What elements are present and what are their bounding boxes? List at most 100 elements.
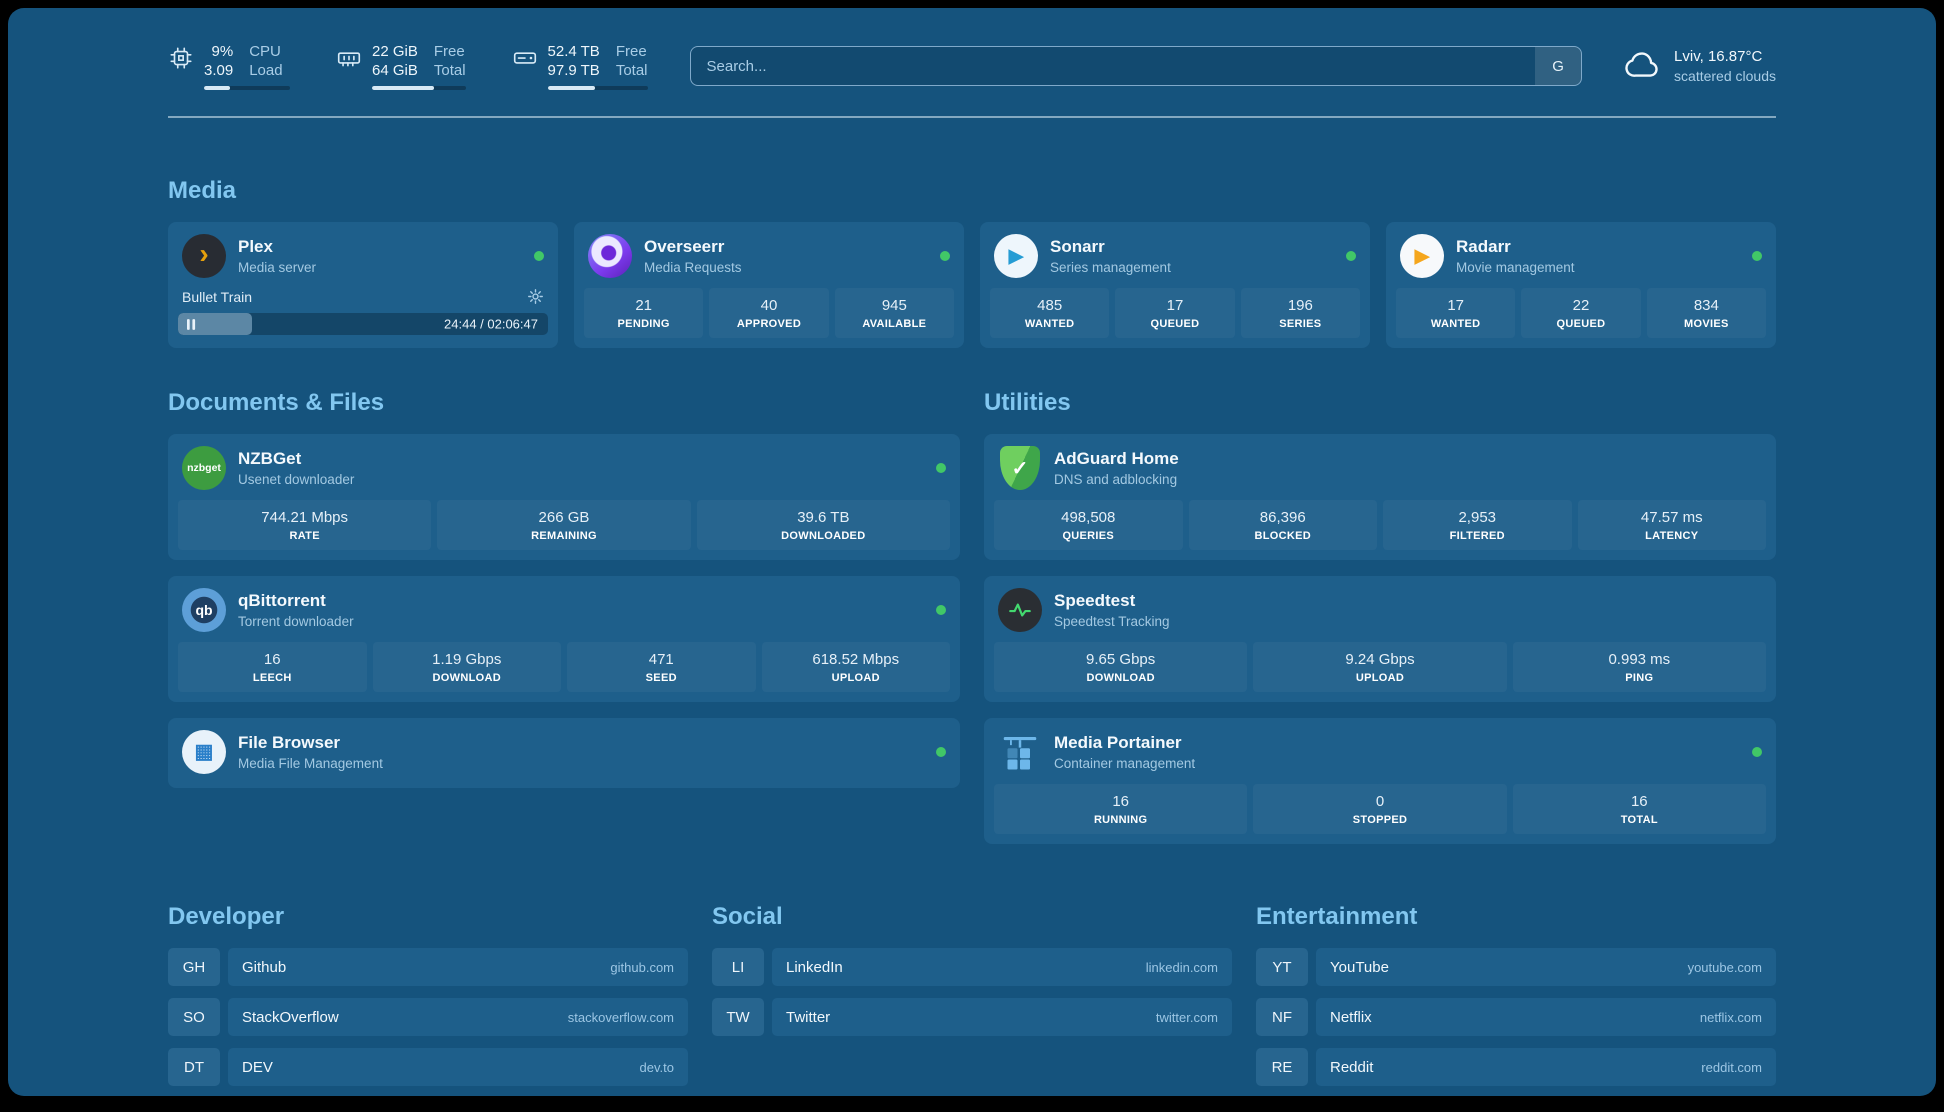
bookmark-name: Netflix bbox=[1330, 1008, 1372, 1026]
service-card-filebrowser[interactable]: ▦ File Browser Media File Management bbox=[168, 718, 960, 788]
bookmark-netflix[interactable]: NF Netflix netflix.com bbox=[1256, 998, 1776, 1036]
bookmark-abbr: RE bbox=[1256, 1048, 1308, 1086]
stat-value: 9.24 Gbps bbox=[1345, 651, 1415, 668]
search-input[interactable] bbox=[690, 47, 1536, 85]
section-title-media: Media bbox=[168, 177, 237, 204]
disk-total-label: Total bbox=[615, 62, 648, 79]
playback-time: 24:44 / 02:06:47 bbox=[444, 316, 538, 332]
service-name: Overseerr bbox=[644, 237, 725, 256]
section-title-developer: Developer bbox=[168, 903, 285, 930]
service-card-speedtest[interactable]: Speedtest Speedtest Tracking 9.65 Gbps DO… bbox=[984, 576, 1776, 702]
bookmark-name: LinkedIn bbox=[786, 958, 843, 976]
pause-icon[interactable] bbox=[187, 318, 196, 330]
status-dot bbox=[534, 251, 544, 261]
service-card-qbittorrent[interactable]: qb qBittorrent Torrent downloader 16 LEEC… bbox=[168, 576, 960, 702]
service-card-overseerr[interactable]: Overseerr Media Requests 21 PENDING 40 APP… bbox=[574, 222, 964, 348]
service-subtitle: Media server bbox=[238, 260, 317, 275]
memory-icon bbox=[336, 45, 362, 90]
cpu-progress-bar bbox=[204, 86, 290, 90]
stat-value: 22 bbox=[1572, 297, 1590, 314]
stat-box: 17 WANTED bbox=[1396, 288, 1516, 338]
bookmark-abbr: GH bbox=[168, 948, 220, 986]
stat-label: PENDING bbox=[617, 318, 670, 330]
service-subtitle: Media File Management bbox=[238, 756, 383, 771]
stat-value: 21 bbox=[635, 297, 652, 314]
stat-box: 86,396 BLOCKED bbox=[1188, 500, 1377, 550]
stat-box: 17 QUEUED bbox=[1115, 288, 1235, 338]
bookmark-twitter[interactable]: TW Twitter twitter.com bbox=[712, 998, 1232, 1036]
adguard-icon: ✓ bbox=[1000, 446, 1040, 490]
search-bar: G bbox=[689, 46, 1583, 86]
memory-widget: 22 GiB Free 64 GiB Total bbox=[336, 42, 466, 90]
stat-box: 39.6 TB DOWNLOADED bbox=[696, 500, 950, 550]
service-card-portainer[interactable]: Media Portainer Container management 16 R… bbox=[984, 718, 1776, 844]
stat-label: LEECH bbox=[252, 672, 292, 684]
bookmark-domain: youtube.com bbox=[1687, 959, 1762, 975]
stat-label: REMAINING bbox=[531, 530, 597, 542]
memory-total-value: 64 GiB bbox=[372, 62, 418, 79]
stat-label: RATE bbox=[289, 530, 320, 542]
bookmarks-developer: Developer GH Github github.com SO StackOv… bbox=[168, 860, 688, 1096]
section-title-utilities: Utilities bbox=[984, 389, 1071, 416]
stat-box: 196 SERIES bbox=[1240, 288, 1360, 338]
stat-label: QUERIES bbox=[1062, 530, 1115, 542]
bookmark-reddit[interactable]: RE Reddit reddit.com bbox=[1256, 1048, 1776, 1086]
stat-box: 834 MOVIES bbox=[1646, 288, 1766, 338]
status-dot bbox=[1346, 251, 1356, 261]
portainer-icon bbox=[998, 730, 1042, 774]
status-dot bbox=[1752, 251, 1762, 261]
bookmark-linkedin[interactable]: LI LinkedIn linkedin.com bbox=[712, 948, 1232, 986]
stat-value: 47.57 ms bbox=[1640, 509, 1703, 526]
stat-value: 86,396 bbox=[1259, 509, 1306, 526]
cpu-progress-fill bbox=[204, 86, 230, 90]
gear-icon[interactable] bbox=[527, 288, 544, 305]
service-subtitle: Series management bbox=[1050, 260, 1171, 275]
service-subtitle: DNS and adblocking bbox=[1054, 472, 1178, 487]
documents-section: Documents & Files nzbget NZBGet Usenet d… bbox=[168, 348, 960, 804]
service-subtitle: Speedtest Tracking bbox=[1054, 614, 1170, 629]
playback-progress-bar[interactable]: 24:44 / 02:06:47 bbox=[178, 313, 548, 335]
now-playing-title: Bullet Train bbox=[182, 288, 253, 305]
section-title-social: Social bbox=[712, 903, 783, 930]
bookmark-name: DEV bbox=[242, 1058, 273, 1076]
overseerr-icon bbox=[588, 234, 632, 278]
bookmark-abbr: NF bbox=[1256, 998, 1308, 1036]
stat-value: 17 bbox=[1447, 297, 1464, 314]
memory-total-label: Total bbox=[433, 62, 466, 79]
stat-label: QUEUED bbox=[1556, 318, 1606, 330]
cpu-widget: 9% CPU 3.09 Load bbox=[168, 42, 290, 90]
bookmark-dev[interactable]: DT DEV dev.to bbox=[168, 1048, 688, 1086]
bookmark-domain: dev.to bbox=[639, 1059, 674, 1075]
service-card-sonarr[interactable]: ▶ Sonarr Series management 485 WANTED 17 Q… bbox=[980, 222, 1370, 348]
stat-label: LATENCY bbox=[1645, 530, 1699, 542]
stat-label: QUEUED bbox=[1150, 318, 1200, 330]
bookmark-abbr: YT bbox=[1256, 948, 1308, 986]
stat-box: 9.65 Gbps DOWNLOAD bbox=[994, 642, 1248, 692]
weather-location: Lviv, 16.87°C bbox=[1674, 48, 1763, 65]
disk-progress-bar bbox=[547, 86, 648, 90]
stat-label: PING bbox=[1625, 672, 1654, 684]
stat-box: 266 GB REMAINING bbox=[437, 500, 691, 550]
disk-free-label: Free bbox=[615, 43, 647, 60]
status-dot bbox=[936, 605, 946, 615]
stat-label: RUNNING bbox=[1093, 814, 1148, 826]
weather-widget: Lviv, 16.87°C scattered clouds bbox=[1624, 47, 1776, 85]
cpu-load-label: Load bbox=[249, 62, 283, 79]
bookmark-name: StackOverflow bbox=[242, 1008, 339, 1026]
service-card-adguard[interactable]: ✓ AdGuard Home DNS and adblocking 498,50… bbox=[984, 434, 1776, 560]
service-card-plex[interactable]: › Plex Media server Bullet Train bbox=[168, 222, 558, 348]
stat-box: 22 QUEUED bbox=[1521, 288, 1641, 338]
disk-progress-fill bbox=[547, 86, 595, 90]
service-card-radarr[interactable]: ▶ Radarr Movie management 17 WANTED 22 QUE… bbox=[1386, 222, 1776, 348]
plex-icon: › bbox=[182, 234, 226, 278]
bookmark-abbr: SO bbox=[168, 998, 220, 1036]
bookmark-youtube[interactable]: YT YouTube youtube.com bbox=[1256, 948, 1776, 986]
bookmark-github[interactable]: GH Github github.com bbox=[168, 948, 688, 986]
bookmark-stackoverflow[interactable]: SO StackOverflow stackoverflow.com bbox=[168, 998, 688, 1036]
bookmark-domain: reddit.com bbox=[1701, 1059, 1762, 1075]
bookmark-abbr: DT bbox=[168, 1048, 220, 1086]
cloud-icon bbox=[1624, 47, 1662, 85]
search-provider-button[interactable]: G bbox=[1535, 47, 1582, 85]
stat-box: 40 APPROVED bbox=[709, 288, 829, 338]
service-card-nzbget[interactable]: nzbget NZBGet Usenet downloader 744.21 M… bbox=[168, 434, 960, 560]
